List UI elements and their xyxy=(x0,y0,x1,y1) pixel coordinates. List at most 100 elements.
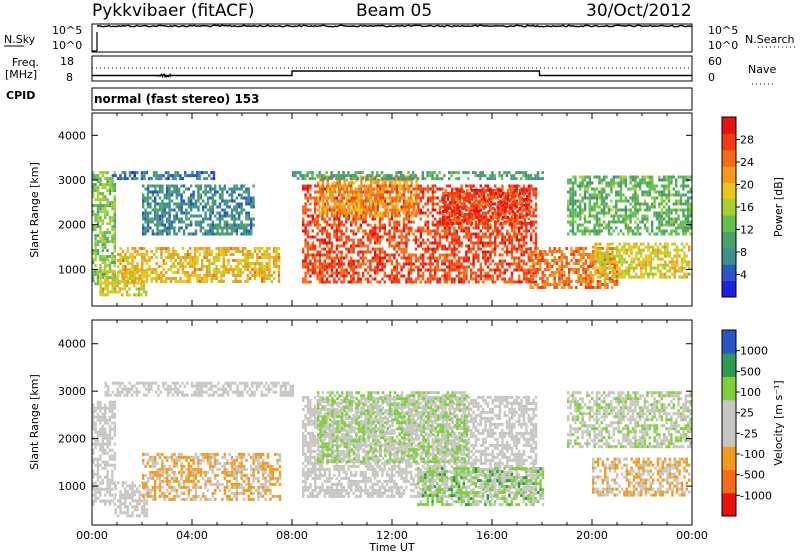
heatmap-cell xyxy=(145,253,149,256)
heatmap-cell xyxy=(497,206,500,210)
heatmap-cell xyxy=(462,268,466,272)
heatmap-cell xyxy=(494,191,498,195)
heatmap-cell xyxy=(393,232,396,236)
heatmap-cell xyxy=(449,221,452,225)
heatmap-cell xyxy=(376,199,379,203)
heatmap-cell xyxy=(405,208,409,212)
heatmap-cell xyxy=(218,214,222,218)
heatmap-cell xyxy=(302,259,305,263)
heatmap-cell xyxy=(200,171,204,175)
heatmap-cell xyxy=(156,208,159,212)
heatmap-cell xyxy=(422,277,425,281)
heatmap-cell xyxy=(154,232,157,236)
heatmap-cell xyxy=(141,256,144,259)
heatmap-cell xyxy=(158,217,162,221)
heatmap-cell xyxy=(525,232,528,236)
heatmap-cell xyxy=(191,259,194,262)
heatmap-cell xyxy=(680,242,684,246)
heatmap-cell xyxy=(359,277,362,281)
heatmap-cell xyxy=(167,247,170,250)
heatmap-cell xyxy=(489,268,492,272)
heatmap-cell xyxy=(366,235,370,239)
heatmap-cell xyxy=(468,221,471,225)
heatmap-cell xyxy=(239,271,242,274)
heatmap-cell xyxy=(160,253,163,256)
heatmap-cell xyxy=(579,265,583,268)
heatmap-cell xyxy=(429,274,432,278)
heatmap-cell xyxy=(208,271,211,274)
heatmap-cell xyxy=(232,268,235,271)
heatmap-cell xyxy=(443,226,446,230)
heatmap-cell xyxy=(230,199,234,203)
heatmap-cell xyxy=(574,211,577,215)
heatmap-cell xyxy=(393,277,396,281)
heatmap-cell xyxy=(168,220,171,224)
heatmap-cell xyxy=(367,196,370,200)
heatmap-cell xyxy=(613,260,616,264)
heatmap-cell xyxy=(474,280,478,284)
heatmap-cell xyxy=(393,184,397,188)
heatmap-cell xyxy=(238,187,241,191)
heatmap-cell xyxy=(168,229,171,233)
heatmap-cell xyxy=(357,187,361,191)
heatmap-cell xyxy=(374,199,377,203)
heatmap-cell xyxy=(163,202,166,206)
heatmap-cell xyxy=(235,211,238,215)
heatmap-cell xyxy=(510,262,514,266)
heatmap-cell xyxy=(340,238,343,242)
heatmap-cell xyxy=(436,280,439,284)
heatmap-cell xyxy=(360,211,363,215)
heatmap-cell xyxy=(184,259,187,262)
heatmap-cell xyxy=(246,265,249,268)
heatmap-cell xyxy=(340,235,343,239)
heatmap-cell xyxy=(478,191,481,195)
heatmap-cell xyxy=(453,235,456,239)
heatmap-cell xyxy=(253,277,257,280)
heatmap-cell xyxy=(594,269,597,273)
heatmap-cell xyxy=(251,262,254,265)
heatmap-cell xyxy=(410,229,413,233)
heatmap-cell xyxy=(220,274,223,277)
heatmap-cell xyxy=(428,174,432,178)
heatmap-cell xyxy=(444,221,447,225)
heatmap-cell xyxy=(403,181,406,185)
heatmap-cell xyxy=(172,277,175,280)
heatmap-cell xyxy=(431,171,434,175)
heatmap-cell xyxy=(529,247,532,250)
heatmap-cell xyxy=(482,223,485,227)
heatmap-cell xyxy=(178,202,181,206)
heatmap-cell xyxy=(304,196,307,200)
heatmap-cell xyxy=(209,184,212,188)
heatmap-cell xyxy=(242,196,246,200)
heatmap-cell xyxy=(515,184,518,188)
heatmap-cell xyxy=(233,226,236,230)
heatmap-cell xyxy=(131,268,134,271)
heatmap-cell xyxy=(518,184,521,188)
heatmap-cell xyxy=(400,274,403,278)
heatmap-cell xyxy=(400,205,403,209)
heatmap-cell xyxy=(221,232,224,236)
heatmap-cell xyxy=(247,187,250,191)
heatmap-cell xyxy=(424,250,427,254)
heatmap-cell xyxy=(415,178,418,182)
heatmap-cell xyxy=(386,190,389,194)
heatmap-cell xyxy=(520,235,523,239)
heatmap-cell xyxy=(431,235,434,239)
heatmap-cell xyxy=(179,256,182,259)
heatmap-cell xyxy=(527,217,530,221)
heatmap-cell xyxy=(434,190,437,194)
heatmap-cell xyxy=(198,274,201,277)
heatmap-cell xyxy=(124,174,127,178)
heatmap-cell xyxy=(504,209,507,213)
heatmap-cell xyxy=(101,261,104,265)
beam-title: Beam 05 xyxy=(356,1,432,21)
heatmap-cell xyxy=(369,184,373,188)
heatmap-cell xyxy=(323,229,326,233)
heatmap-cell xyxy=(352,262,355,266)
heatmap-cell xyxy=(426,208,430,212)
heatmap-cell xyxy=(515,190,518,194)
heatmap-cell xyxy=(106,287,110,291)
heatmap-cell xyxy=(376,247,379,251)
heatmap-cell xyxy=(326,250,329,254)
heatmap-cell xyxy=(479,174,482,178)
